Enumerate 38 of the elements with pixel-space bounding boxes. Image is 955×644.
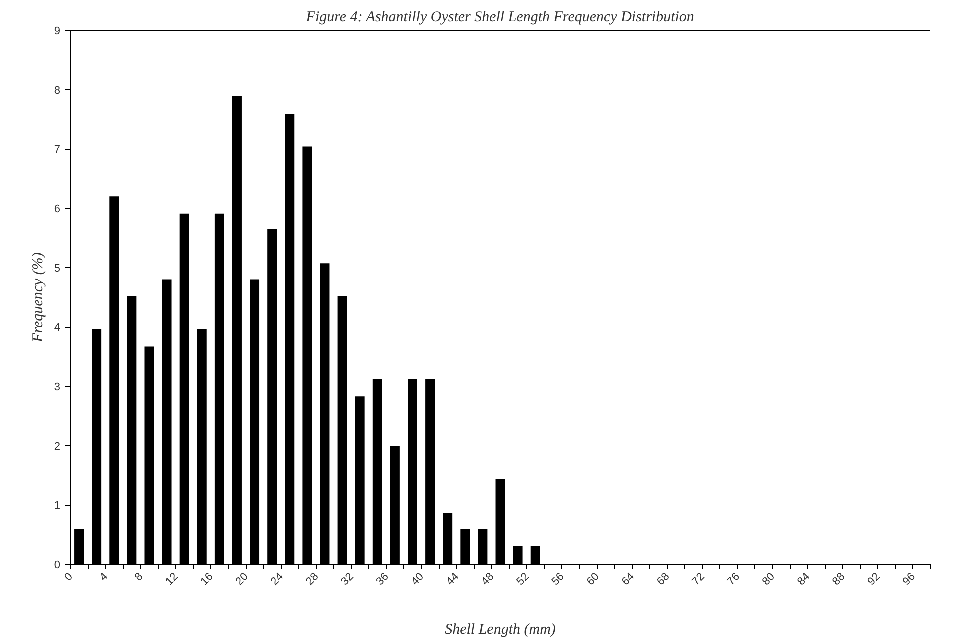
x-tick-label: 16 bbox=[198, 570, 216, 588]
y-tick-label: 1 bbox=[54, 500, 61, 512]
x-tick-label: 4 bbox=[98, 570, 111, 584]
x-tick-label: 52 bbox=[514, 570, 532, 588]
x-tick-label: 36 bbox=[374, 570, 392, 588]
chart-title: Figure 4: Ashantilly Oyster Shell Length Frequency Distribution bbox=[305, 10, 694, 26]
x-tick-label: 56 bbox=[550, 570, 567, 588]
y-tick-label: 7 bbox=[54, 144, 61, 156]
y-tick-label: 3 bbox=[54, 382, 61, 394]
y-tick-label: 0 bbox=[54, 560, 61, 572]
x-tick-label: 68 bbox=[655, 570, 672, 588]
x-axis-title: Shell Length (mm) bbox=[445, 622, 556, 638]
x-tick-label: 92 bbox=[866, 570, 883, 588]
y-tick-label: 5 bbox=[54, 262, 61, 275]
x-tick-label: 64 bbox=[620, 570, 638, 588]
x-tick-label: 60 bbox=[584, 570, 602, 588]
x-tick-label: 72 bbox=[690, 570, 708, 588]
y-tick-label: 8 bbox=[54, 84, 61, 97]
x-tick-label: 44 bbox=[444, 570, 462, 588]
x-tick-label: 20 bbox=[234, 570, 251, 588]
x-tick-label: 40 bbox=[409, 570, 426, 588]
x-tick-label: 48 bbox=[480, 570, 497, 588]
y-tick-label: 4 bbox=[54, 322, 61, 334]
y-tick-label: 2 bbox=[54, 440, 61, 453]
x-tick-label: 80 bbox=[760, 570, 778, 588]
x-tick-label: 88 bbox=[830, 570, 848, 588]
x-tick-label: 12 bbox=[164, 570, 181, 588]
y-axis-title: Frequency (%) bbox=[30, 252, 46, 344]
x-tick-label: 32 bbox=[339, 570, 356, 588]
x-tick-label: 84 bbox=[795, 570, 813, 588]
x-tick-label: 76 bbox=[725, 570, 742, 588]
x-tick-label: 24 bbox=[268, 570, 286, 588]
x-tick-label: 8 bbox=[132, 570, 146, 584]
x-tick-label: 0 bbox=[62, 570, 76, 584]
x-tick-label: 96 bbox=[900, 570, 918, 588]
x-tick-label: 28 bbox=[304, 570, 322, 588]
y-tick-label: 9 bbox=[54, 26, 61, 38]
y-tick-label: 6 bbox=[54, 204, 61, 216]
